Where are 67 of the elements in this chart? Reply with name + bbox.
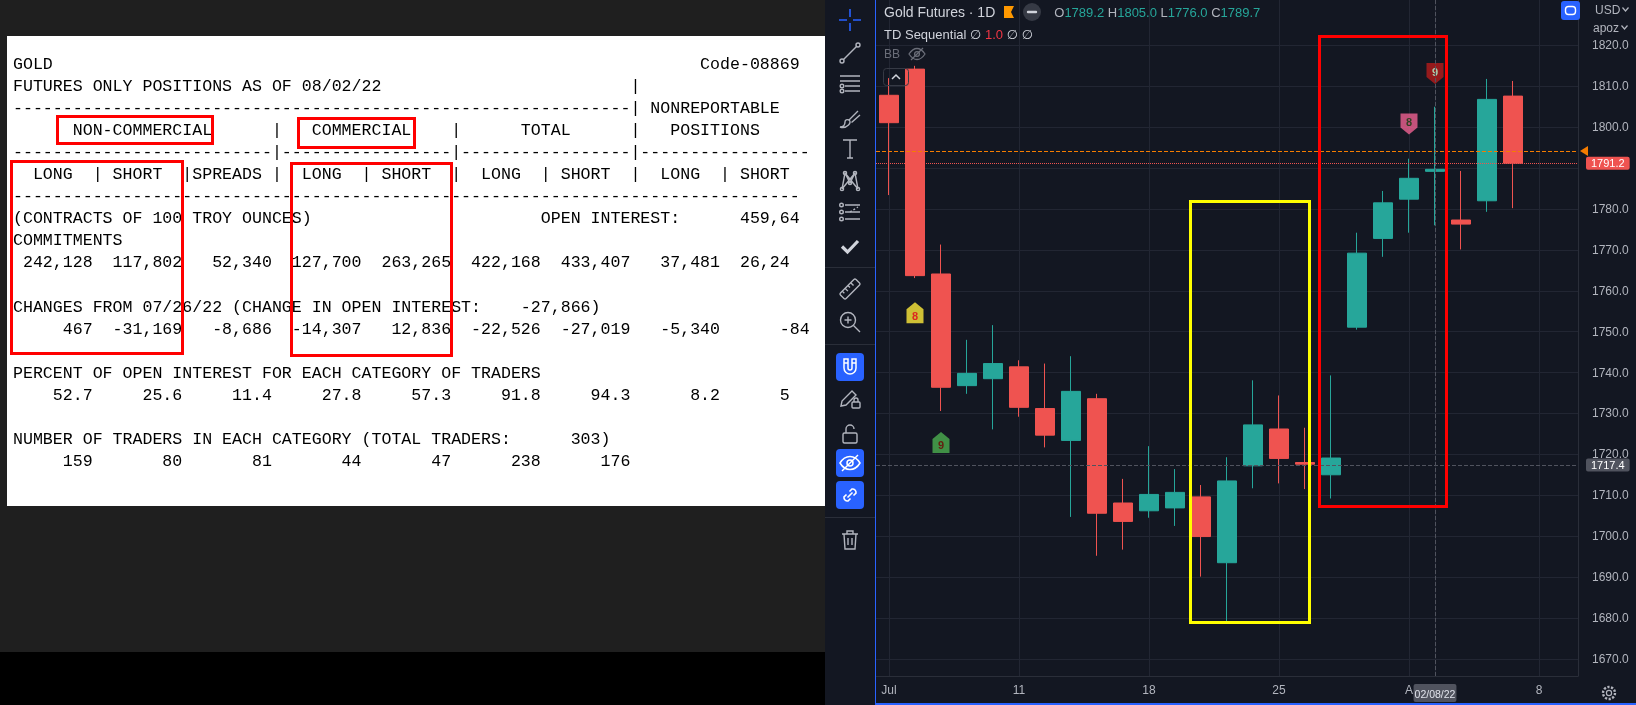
text: FUTURES ONLY POSITIONS AS OF 08/02/22 | xyxy=(13,75,641,98)
candlestick xyxy=(957,339,977,395)
x-tick-label: 25 xyxy=(1272,683,1286,697)
x-tick-label: 8 xyxy=(1535,683,1543,697)
candlestick xyxy=(1399,158,1419,234)
candlestick xyxy=(1061,355,1081,518)
text: LONG | SHORT |SPREADS | LONG | SHORT | LONG | SHORT | LONG | SHORT xyxy=(31,164,790,186)
text: 467 -31,169 -8,686 -14,307 12,836 -22,526 -27,019 -5,340 -84 xyxy=(61,318,810,341)
y-tick-label: 1700.0 xyxy=(1592,529,1630,544)
candlestick xyxy=(1269,394,1289,484)
text: 242,128 117,802 52,340 127,700 263,265 422,168 433,407 37,481 26,24 xyxy=(21,252,790,275)
annotation: BB xyxy=(884,47,901,61)
candlestick xyxy=(1477,78,1497,213)
annotation: 9 xyxy=(937,439,945,452)
y-tick-label: 1730.0 xyxy=(1592,406,1630,421)
x-tick-label: 18 xyxy=(1142,683,1156,697)
candlestick xyxy=(1113,478,1133,551)
text: apoz xyxy=(1593,20,1620,35)
candlestick xyxy=(1217,456,1237,623)
candlestick xyxy=(1295,427,1315,490)
text: NON-COMMERCIAL | COMMERCIAL | TOTAL | POSITIONS xyxy=(71,119,760,142)
ref-line-label: 1791.2 xyxy=(1591,157,1625,170)
y-tick-label: 1810.0 xyxy=(1592,79,1630,94)
x-tick-label: Jul xyxy=(881,683,897,697)
candlestick xyxy=(1191,484,1211,578)
y-tick-label: 1670.0 xyxy=(1592,651,1630,666)
y-tick-label: 1710.0 xyxy=(1592,488,1630,503)
candlestick xyxy=(1373,190,1393,258)
annotation: TD Sequential ∅ 1.0 ∅ ∅ xyxy=(884,27,1033,42)
text: --------------------------|-----------------|-----------------|----------------- xyxy=(13,141,810,164)
text: GOLD Code-08869 xyxy=(13,53,800,76)
candlestick xyxy=(1243,379,1263,489)
x-tick-label: 11 xyxy=(1012,683,1026,697)
candlestick xyxy=(931,244,951,412)
text: 159 80 81 44 47 238 176 xyxy=(61,451,631,474)
annotation: 8 xyxy=(1405,115,1413,128)
text: PERCENT OF OPEN INTEREST FOR EACH CATEGORY OF TRADERS xyxy=(13,362,541,385)
candlestick xyxy=(983,324,1003,430)
x-tick-label: A xyxy=(1404,683,1414,697)
annotation: O1789.2 H1805.0 L1776.0 C1789.7 xyxy=(1054,4,1261,20)
text: 52.7 25.6 11.4 27.8 57.3 91.8 94.3 8.2 5 xyxy=(51,385,790,407)
y-tick-label: 1690.0 xyxy=(1592,570,1630,585)
y-tick-label: 1740.0 xyxy=(1592,365,1630,380)
text: USD xyxy=(1595,2,1621,17)
chart-title: Gold Futures · 1D xyxy=(884,4,996,20)
candlestick xyxy=(1451,170,1471,250)
candlestick xyxy=(1347,232,1367,331)
y-tick-label: 1750.0 xyxy=(1592,324,1630,339)
text: NUMBER OF TRADERS IN EACH CATEGORY (TOTAL TRADERS: 303) xyxy=(13,429,611,452)
text: COMMITMENTS xyxy=(13,230,123,253)
x-tick-label: 02/08/22 xyxy=(1414,687,1456,700)
candlestick xyxy=(1035,363,1055,448)
y-tick-label: 1770.0 xyxy=(1592,242,1630,257)
candlestick xyxy=(1321,374,1341,500)
candlestick xyxy=(1009,359,1029,418)
y-tick-label: 1800.0 xyxy=(1592,120,1630,135)
candlestick xyxy=(1087,393,1107,557)
y-tick-label: 1780.0 xyxy=(1592,201,1630,216)
candlestick xyxy=(1425,106,1445,226)
annotation: 8 xyxy=(911,309,919,322)
text: ------------------------------------------------------------------------------- xyxy=(13,186,800,209)
candlestick xyxy=(1165,468,1185,527)
text: --------------------------------------------------------------| NONREPORTABLE xyxy=(13,97,780,120)
y-tick-label: 1680.0 xyxy=(1592,610,1630,625)
y-tick-label: 1760.0 xyxy=(1592,283,1630,298)
y-tick-label: 1820.0 xyxy=(1592,38,1630,53)
candlestick xyxy=(1139,445,1159,519)
